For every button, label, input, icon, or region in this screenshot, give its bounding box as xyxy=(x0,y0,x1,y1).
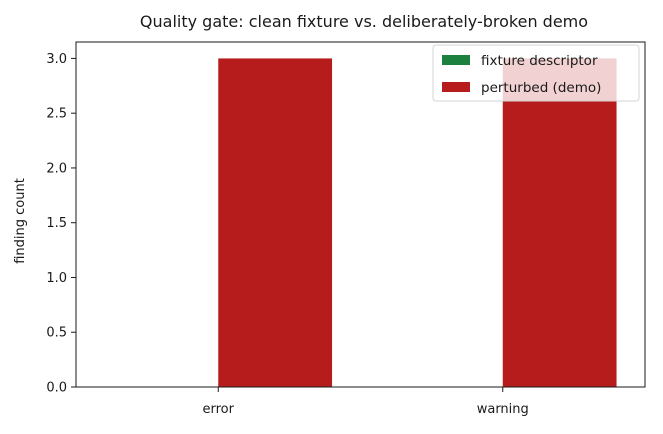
legend-swatch xyxy=(442,55,470,65)
y-tick-label: 2.5 xyxy=(46,107,67,122)
chart-title: Quality gate: clean fixture vs. delibera… xyxy=(140,12,588,31)
legend-label: perturbed (demo) xyxy=(481,80,601,96)
y-tick-label: 0.0 xyxy=(46,381,67,396)
plot-frame xyxy=(75,41,646,388)
x-axis: error warning xyxy=(203,387,529,417)
x-tick-label: warning xyxy=(477,402,529,417)
x-tick-label: error xyxy=(203,402,235,417)
y-tick-label: 1.0 xyxy=(46,271,67,286)
y-tick-label: 1.5 xyxy=(46,216,67,231)
legend: fixture descriptor perturbed (demo) xyxy=(432,44,640,102)
y-tick-label: 0.5 xyxy=(46,326,67,341)
y-axis-label: finding count xyxy=(13,178,28,264)
legend-label: fixture descriptor xyxy=(481,53,598,69)
bar-warning-1 xyxy=(502,58,617,388)
y-tick-label: 3.0 xyxy=(46,52,67,67)
plot-area xyxy=(75,41,646,388)
y-tick-label: 2.0 xyxy=(46,161,67,176)
bar-error-1 xyxy=(218,58,333,388)
legend-swatch xyxy=(442,82,470,92)
y-axis: 0.0 0.5 1.0 1.5 2.0 2.5 3.0 xyxy=(46,52,76,396)
legend-box xyxy=(432,44,640,102)
